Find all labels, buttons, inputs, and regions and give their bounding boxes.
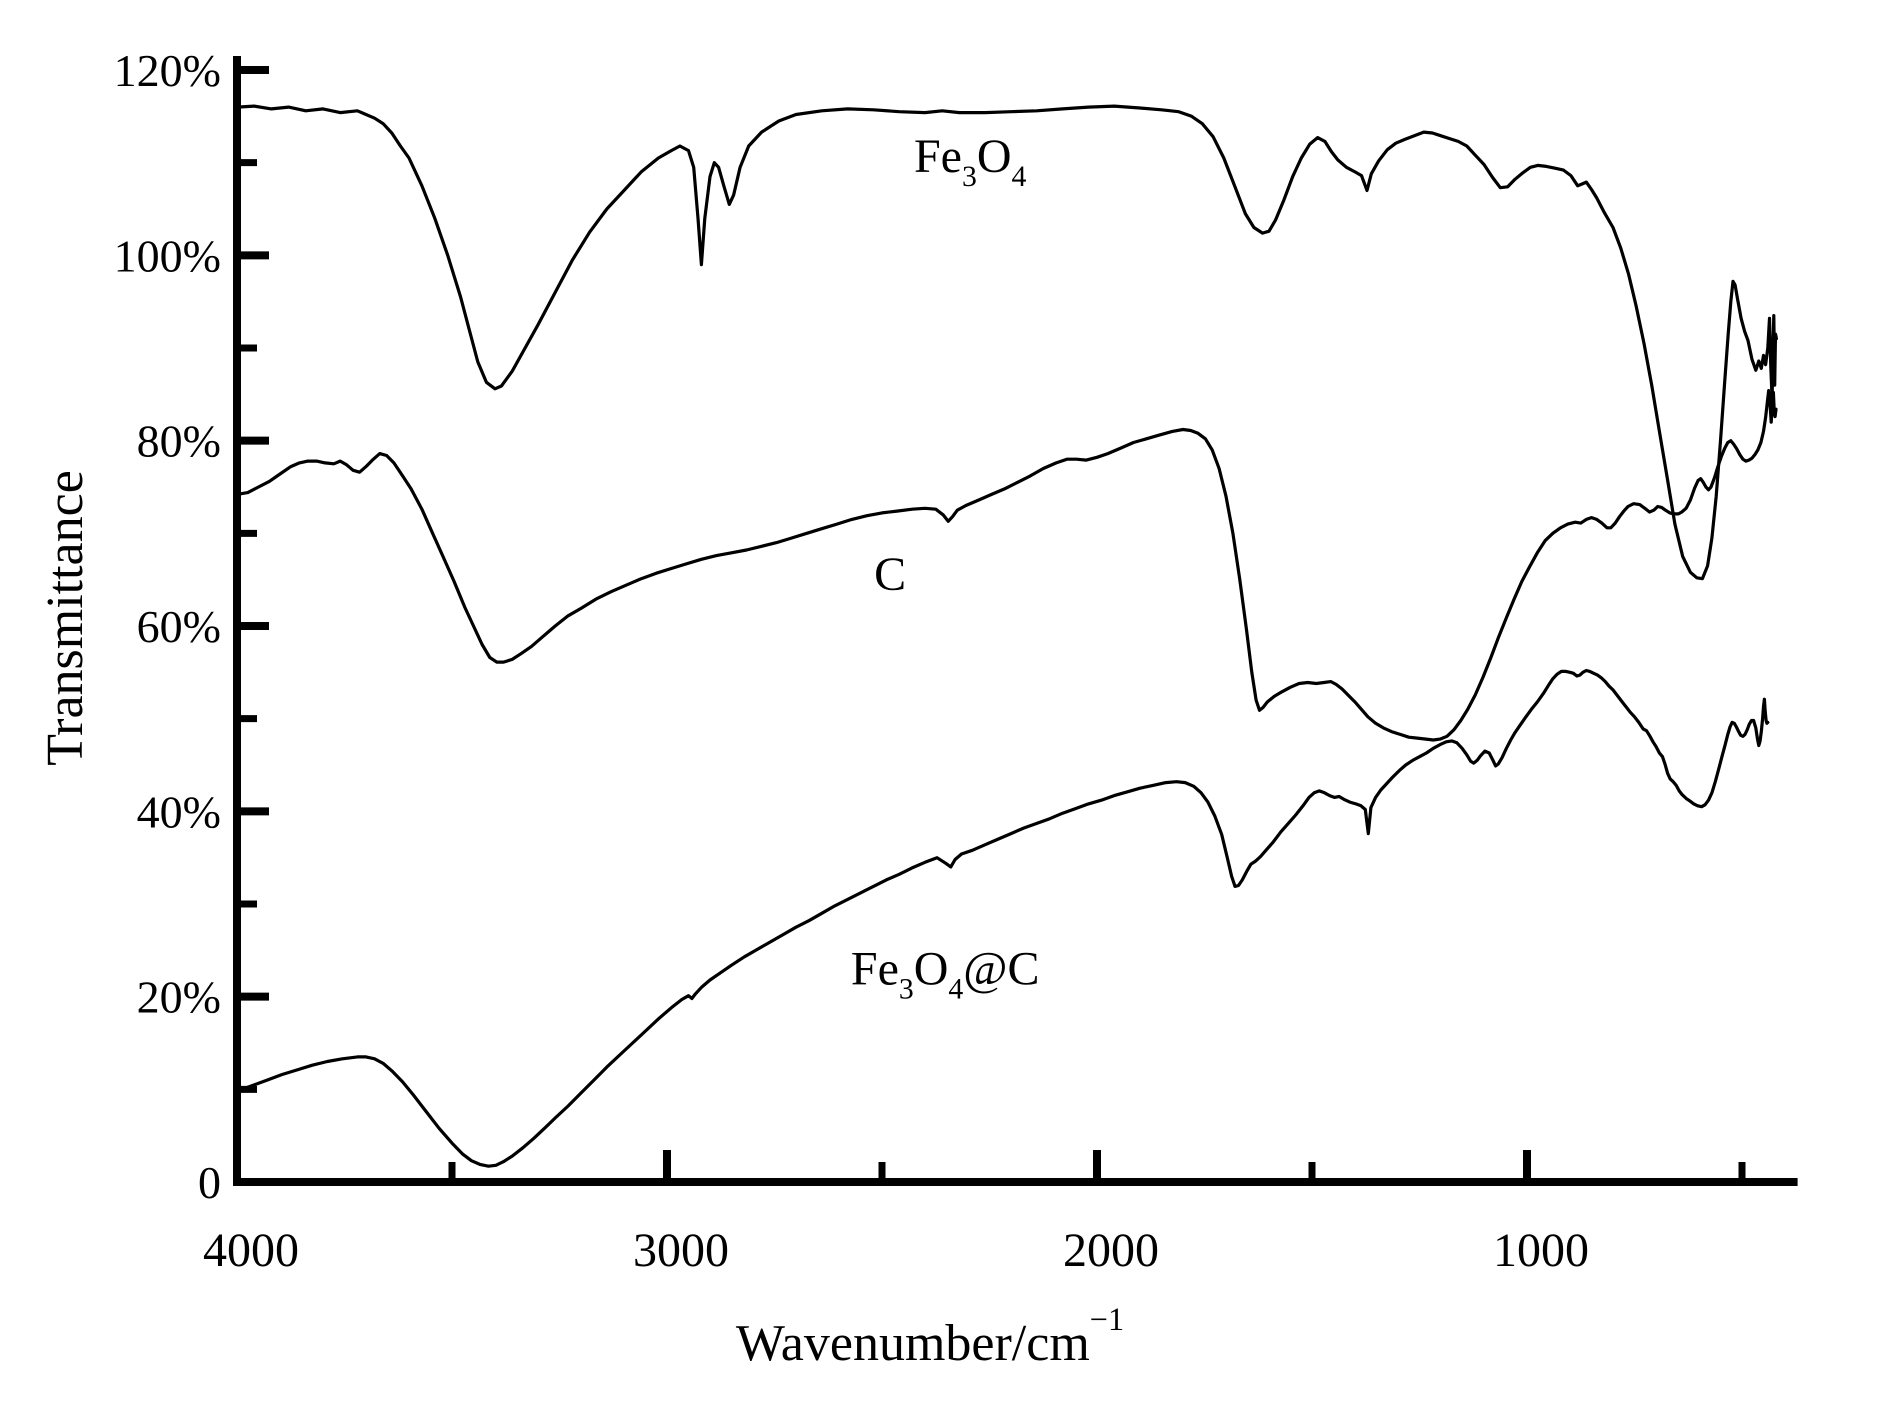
series-annotation-fe3o4c: Fe3O4@C: [851, 943, 1040, 1006]
x-tick-label: 4000: [203, 1224, 299, 1277]
labels: Transmittance Wavenumber/cm−1 120% 100% 80…: [37, 45, 1589, 1372]
x-tick-label: 3000: [633, 1224, 729, 1277]
y-tick-label: 80%: [137, 416, 221, 467]
series-annotation-c: C: [874, 548, 906, 601]
y-tick-label: 100%: [114, 230, 221, 281]
y-tick-label: 120%: [114, 45, 221, 96]
x-axis-title: Wavenumber/cm−1: [736, 1301, 1124, 1372]
y-tick-label: 40%: [137, 786, 221, 837]
y-tick-label: 20%: [137, 972, 221, 1023]
series-curves: [235, 104, 1778, 1168]
series-curve-c: [235, 389, 1778, 742]
series-annotation-fe3o4: Fe3O4: [914, 130, 1027, 193]
axes: [233, 56, 1798, 1186]
y-tick-label: 60%: [137, 601, 221, 652]
axis-spines: [233, 56, 1798, 1186]
x-tick-label: 2000: [1063, 1224, 1159, 1277]
series-curve-fe3o4c: [235, 668, 1770, 1168]
y-axis-title: Transmittance: [37, 470, 94, 766]
y-tick-label: 0: [198, 1157, 221, 1208]
x-tick-label: 1000: [1493, 1224, 1589, 1277]
series-curve-fe3o4: [235, 104, 1778, 581]
